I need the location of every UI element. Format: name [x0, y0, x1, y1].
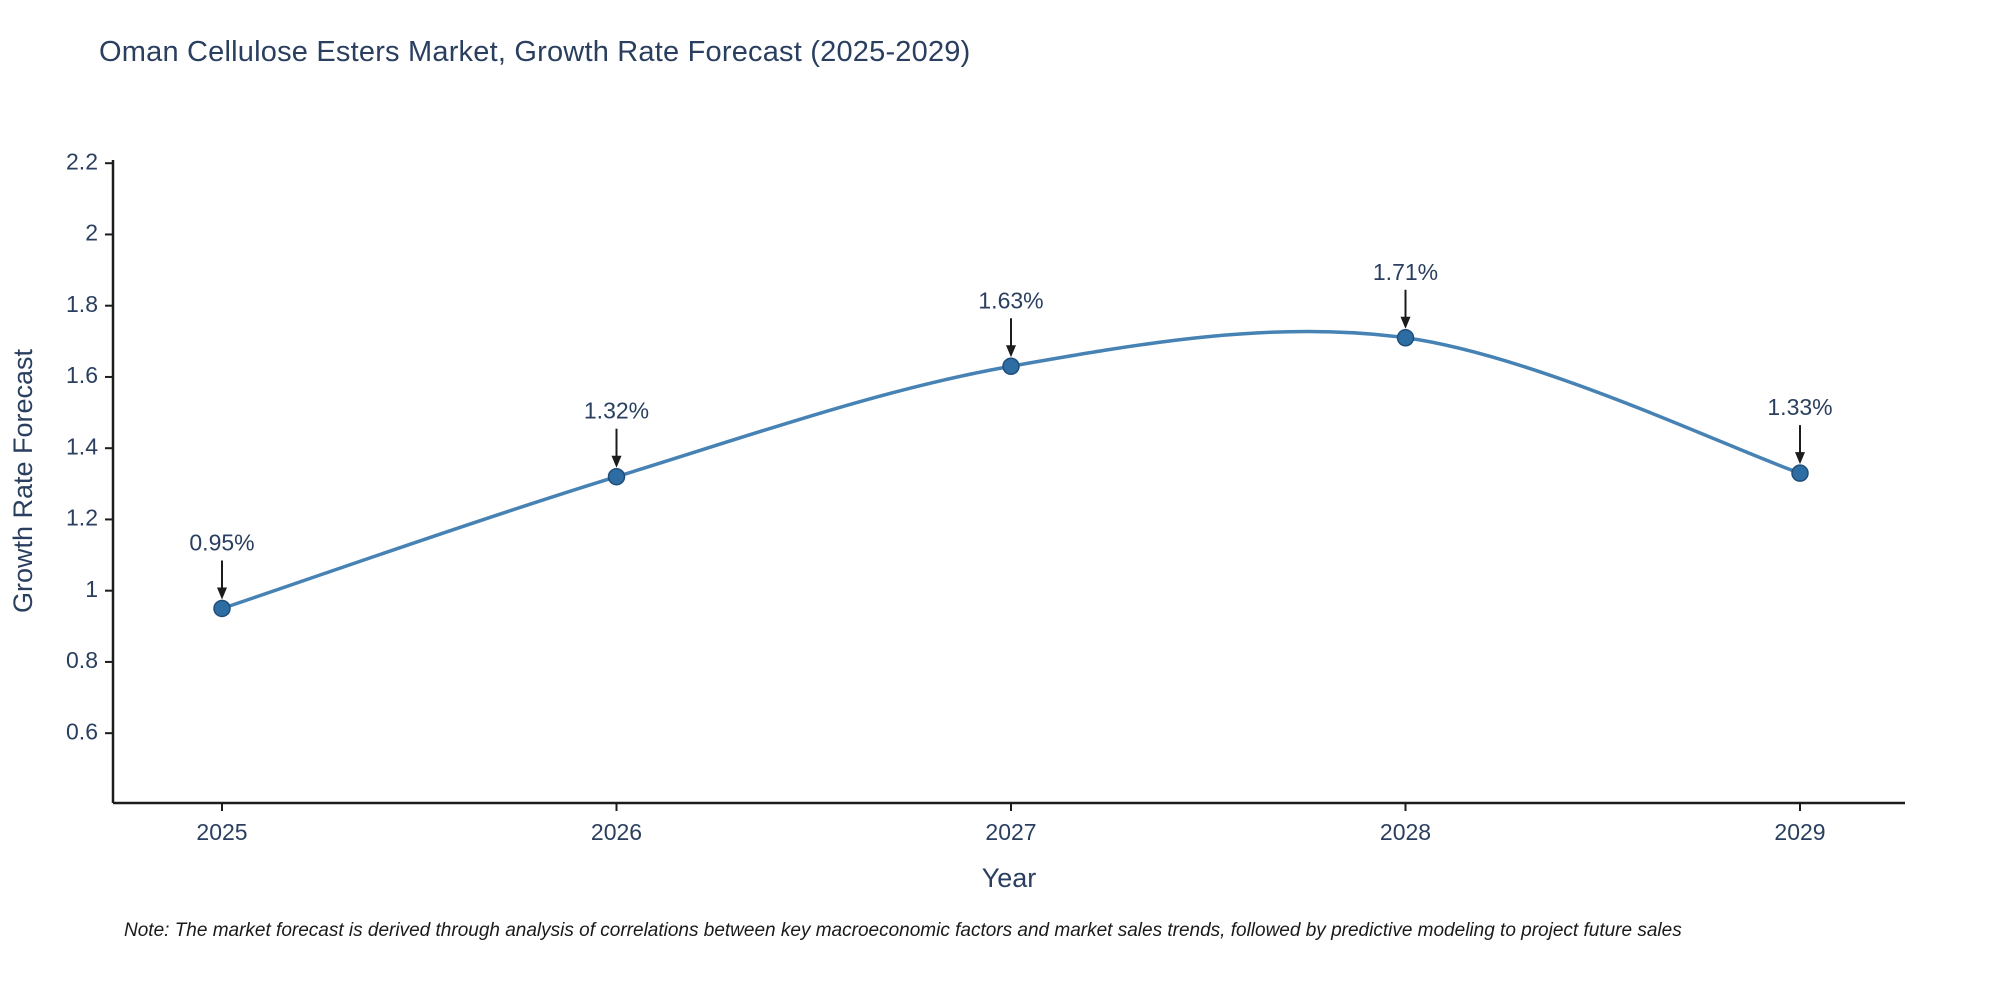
footnote: Note: The market forecast is derived thr…	[124, 920, 1682, 941]
annotation-layer: 0.95% 1.32% 1.63% 1.71% 1.33%	[189, 259, 1833, 600]
data-point-2025[interactable]	[213, 599, 231, 618]
point-annotation-2028: 1.71%	[1373, 259, 1438, 329]
point-value-label: 1.71%	[1373, 259, 1438, 285]
x-tick-label: 2025	[196, 819, 247, 845]
point-value-label: 0.95%	[189, 529, 254, 555]
x-axis-title: Year	[982, 863, 1037, 893]
y-tick-label: 2	[85, 220, 98, 246]
point-value-label: 1.63%	[978, 287, 1043, 313]
point-annotation-2029: 1.33%	[1767, 394, 1833, 465]
y-tick-label: 1.2	[66, 505, 98, 531]
y-tick-label: 0.8	[66, 647, 98, 673]
axis-ticks-layer: 2.2 2 1.8 1.6 1.4 1.2 1 0.8 0.6 2025 2026 2027 2028 2…	[66, 148, 1826, 845]
y-tick-label: 1.6	[66, 362, 98, 388]
x-tick-label: 2027	[985, 819, 1036, 845]
data-point-2029[interactable]	[1791, 464, 1809, 482]
data-point-2026[interactable]	[607, 467, 626, 486]
annotation-arrow-head	[217, 587, 227, 600]
series-layer	[213, 329, 1809, 618]
annotation-arrow-head	[1795, 452, 1805, 465]
annotation-arrow-head	[1006, 345, 1016, 358]
point-annotation-2027: 1.63%	[978, 287, 1044, 358]
annotation-arrow-head	[611, 455, 622, 468]
data-point-2028[interactable]	[1396, 329, 1415, 347]
point-annotation-2025: 0.95%	[189, 529, 255, 600]
point-annotation-2026: 1.32%	[584, 398, 649, 468]
point-value-label: 1.33%	[1767, 394, 1832, 420]
y-tick-label: 1	[85, 576, 98, 602]
chart-title: Oman Cellulose Esters Market, Growth Rat…	[99, 36, 971, 68]
axes-layer	[111, 160, 1905, 805]
data-point-2027[interactable]	[1002, 357, 1020, 376]
x-tick-label: 2028	[1380, 819, 1431, 845]
y-tick-label: 2.2	[66, 148, 98, 174]
y-tick-label: 0.6	[66, 718, 98, 744]
x-tick-label: 2026	[591, 819, 642, 845]
point-value-label: 1.32%	[584, 398, 649, 424]
y-tick-label: 1.4	[66, 433, 98, 459]
annotation-arrow-head	[1400, 316, 1411, 329]
y-axis-title: Growth Rate Forecast	[8, 348, 38, 613]
x-tick-label: 2029	[1774, 819, 1825, 845]
y-tick-label: 1.8	[66, 291, 98, 317]
